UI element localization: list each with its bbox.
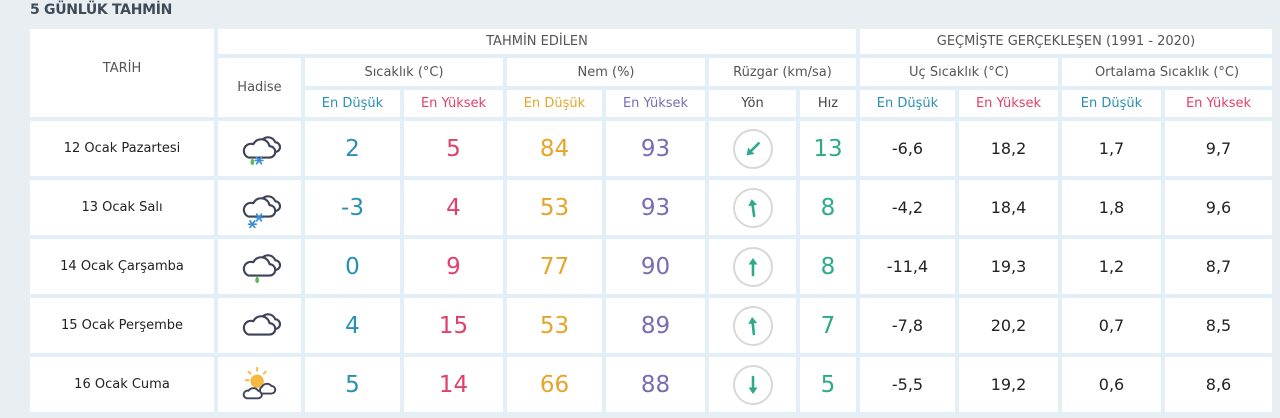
row-date: 16 Ocak Cuma — [30, 357, 214, 412]
avg-high: 9,7 — [1165, 121, 1272, 176]
header-extreme-high: En Yüksek — [959, 90, 1058, 117]
avg-high: 9,6 — [1165, 180, 1272, 235]
header-forecast: TAHMİN EDİLEN — [218, 29, 856, 54]
temp-low: 4 — [305, 298, 400, 353]
temp-high: 4 — [404, 180, 503, 235]
temp-low: 2 — [305, 121, 400, 176]
cloud-snow-icon — [218, 180, 301, 235]
wind-direction-icon — [732, 246, 773, 287]
cloudy-icon — [218, 298, 301, 353]
wind-speed: 8 — [800, 239, 856, 294]
header-extreme-low: En Düşük — [860, 90, 955, 117]
temp-low: 5 — [305, 357, 400, 412]
header-temperature: Sıcaklık (°C) — [305, 58, 503, 86]
wind-direction — [709, 121, 796, 176]
wind-speed: 5 — [800, 357, 856, 412]
cloud-rain-snow-icon — [218, 121, 301, 176]
row-date: 13 Ocak Salı — [30, 180, 214, 235]
header-temp-low: En Düşük — [305, 90, 400, 117]
extreme-high: 18,2 — [959, 121, 1058, 176]
humidity-high: 93 — [606, 121, 705, 176]
header-temp-high: En Yüksek — [404, 90, 503, 117]
avg-low: 1,7 — [1062, 121, 1161, 176]
header-event: Hadise — [218, 58, 301, 117]
humidity-low: 53 — [507, 298, 602, 353]
extreme-low: -6,6 — [860, 121, 955, 176]
extreme-high: 18,4 — [959, 180, 1058, 235]
avg-low: 0,6 — [1062, 357, 1161, 412]
extreme-low: -7,8 — [860, 298, 955, 353]
humidity-high: 93 — [606, 180, 705, 235]
wind-direction-icon — [732, 305, 773, 346]
temp-high: 14 — [404, 357, 503, 412]
avg-low: 1,2 — [1062, 239, 1161, 294]
extreme-low: -4,2 — [860, 180, 955, 235]
header-wind-direction: Yön — [709, 90, 796, 117]
humidity-low: 84 — [507, 121, 602, 176]
temp-high: 15 — [404, 298, 503, 353]
wind-speed: 7 — [800, 298, 856, 353]
wind-direction-icon — [732, 364, 773, 405]
extreme-high: 20,2 — [959, 298, 1058, 353]
row-date: 14 Ocak Çarşamba — [30, 239, 214, 294]
forecast-table: TARİH TAHMİN EDİLEN GEÇMİŞTE GERÇEKLEŞEN… — [30, 29, 1272, 415]
extreme-low: -11,4 — [860, 239, 955, 294]
cloud-rain-icon — [218, 239, 301, 294]
humidity-high: 88 — [606, 357, 705, 412]
header-avg-low: En Düşük — [1062, 90, 1161, 117]
humidity-low: 53 — [507, 180, 602, 235]
header-hum-low: En Düşük — [507, 90, 602, 117]
wind-direction — [709, 357, 796, 412]
humidity-high: 90 — [606, 239, 705, 294]
humidity-low: 77 — [507, 239, 602, 294]
wind-direction-icon — [732, 128, 773, 169]
temp-low: 0 — [305, 239, 400, 294]
temp-high: 5 — [404, 121, 503, 176]
temp-low: -3 — [305, 180, 400, 235]
header-wind-speed: Hız — [800, 90, 856, 117]
row-date: 12 Ocak Pazartesi — [30, 121, 214, 176]
wind-direction-icon — [732, 187, 773, 228]
section-title: 5 GÜNLÜK TAHMİN — [30, 2, 173, 18]
temp-high: 9 — [404, 239, 503, 294]
partly-cloudy-icon — [218, 357, 301, 412]
header-avg-temp: Ortalama Sıcaklık (°C) — [1062, 58, 1272, 86]
avg-high: 8,5 — [1165, 298, 1272, 353]
extreme-low: -5,5 — [860, 357, 955, 412]
header-hum-high: En Yüksek — [606, 90, 705, 117]
wind-direction — [709, 239, 796, 294]
row-date: 15 Ocak Perşembe — [30, 298, 214, 353]
header-humidity: Nem (%) — [507, 58, 705, 86]
extreme-high: 19,2 — [959, 357, 1058, 412]
wind-direction — [709, 298, 796, 353]
extreme-high: 19,3 — [959, 239, 1058, 294]
wind-direction — [709, 180, 796, 235]
avg-low: 0,7 — [1062, 298, 1161, 353]
wind-speed: 13 — [800, 121, 856, 176]
header-avg-high: En Yüksek — [1165, 90, 1272, 117]
wind-speed: 8 — [800, 180, 856, 235]
header-wind: Rüzgar (km/sa) — [709, 58, 856, 86]
humidity-high: 89 — [606, 298, 705, 353]
header-past: GEÇMİŞTE GERÇEKLEŞEN (1991 - 2020) — [860, 29, 1272, 54]
humidity-low: 66 — [507, 357, 602, 412]
avg-high: 8,7 — [1165, 239, 1272, 294]
avg-high: 8,6 — [1165, 357, 1272, 412]
header-extreme-temp: Uç Sıcaklık (°C) — [860, 58, 1058, 86]
avg-low: 1,8 — [1062, 180, 1161, 235]
header-date: TARİH — [30, 29, 214, 117]
